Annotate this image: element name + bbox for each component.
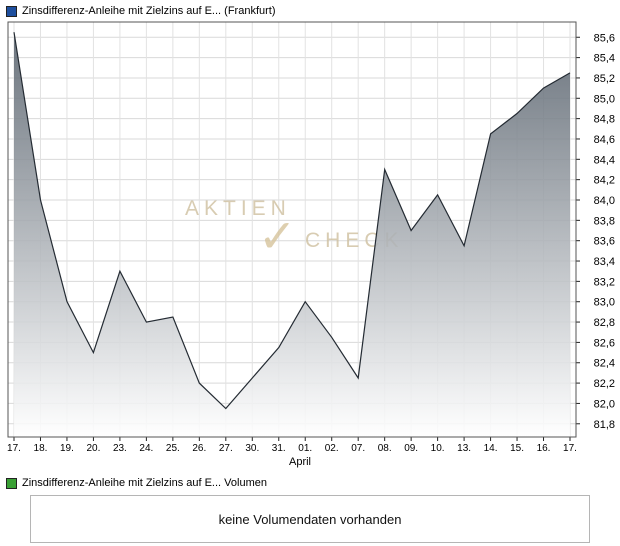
- y-tick-label: 82,8: [594, 317, 615, 329]
- x-axis-month-label: April: [289, 456, 311, 468]
- volume-message: keine Volumendaten vorhanden: [218, 511, 402, 527]
- x-tick-label: 15.: [510, 443, 524, 454]
- x-tick-label: 18.: [34, 443, 48, 454]
- volume-message-box: keine Volumendaten vorhanden: [30, 495, 590, 543]
- y-tick-label: 85,0: [594, 93, 615, 105]
- y-tick-label: 85,4: [594, 53, 615, 65]
- chart-title: Zinsdifferenz-Anleihe mit Zielzins auf E…: [22, 5, 276, 17]
- x-tick-label: 24.: [139, 443, 153, 454]
- watermark-check-icon: ✓: [258, 210, 297, 262]
- x-tick-label: 16.: [537, 443, 551, 454]
- price-line: [13, 32, 571, 410]
- x-tick-label: 26.: [192, 443, 206, 454]
- chart-header: Zinsdifferenz-Anleihe mit Zielzins auf E…: [0, 0, 620, 20]
- y-tick-label: 83,4: [594, 256, 615, 268]
- y-tick-label: 85,2: [594, 73, 615, 85]
- x-tick-label: 01.: [298, 443, 312, 454]
- x-tick-label: 27.: [219, 443, 233, 454]
- axis-layer: 81,8 82,0 82,2 82,4 82,6 82,8 83,0 83,2 83,4 83,6…: [7, 21, 615, 468]
- price-legend-swatch: [6, 5, 17, 17]
- y-tick-label: 84,8: [594, 114, 615, 126]
- y-tick-label: 81,8: [594, 419, 615, 431]
- x-tick-label: 20.: [86, 443, 100, 454]
- y-tick-label: 83,8: [594, 215, 615, 227]
- y-tick-label: 83,2: [594, 276, 615, 288]
- y-tick-label: 84,2: [594, 175, 615, 187]
- series-layer: [13, 32, 571, 437]
- price-area: [14, 32, 570, 437]
- x-tick-label: 30.: [245, 443, 259, 454]
- x-tick-label: 31.: [272, 443, 286, 454]
- y-tick-label: 85,6: [594, 32, 615, 44]
- x-tick-label: 19.: [60, 443, 74, 454]
- y-tick-label: 84,6: [594, 134, 615, 146]
- x-tick-label: 09.: [404, 443, 418, 454]
- y-tick-label: 83,6: [594, 236, 615, 248]
- y-tick-label: 82,0: [594, 398, 615, 410]
- x-tick-label: 14.: [484, 443, 498, 454]
- plot-border: [7, 21, 577, 438]
- y-tick-label: 82,6: [594, 337, 615, 349]
- y-tick-label: 83,0: [594, 297, 615, 309]
- x-tick-label: 07.: [351, 443, 365, 454]
- y-tick-label: 82,4: [594, 358, 615, 370]
- x-tick-label: 25.: [166, 443, 180, 454]
- volume-legend-swatch: [6, 477, 17, 489]
- y-tick-label: 84,4: [594, 154, 615, 166]
- volume-legend-label: Zinsdifferenz-Anleihe mit Zielzins auf E…: [22, 477, 267, 489]
- x-tick-label: 13.: [457, 443, 471, 454]
- x-tick-label: 02.: [325, 443, 339, 454]
- x-tick-label: 08.: [378, 443, 392, 454]
- x-tick-label: 23.: [113, 443, 127, 454]
- watermark: AKTIEN ✓ CHECK: [185, 197, 399, 262]
- price-chart: AKTIEN ✓ CHECK 81,882,082,282,482,682,88…: [7, 21, 615, 468]
- x-tick-label: 17.: [7, 443, 21, 454]
- x-tick-label: 17.: [563, 443, 577, 454]
- y-tick-label: 84,0: [594, 195, 615, 207]
- y-tick-label: 82,2: [594, 378, 615, 390]
- watermark-word-aktien: AKTIEN: [185, 197, 291, 220]
- volume-header: Zinsdifferenz-Anleihe mit Zielzins auf E…: [0, 472, 620, 492]
- x-tick-label: 10.: [431, 443, 445, 454]
